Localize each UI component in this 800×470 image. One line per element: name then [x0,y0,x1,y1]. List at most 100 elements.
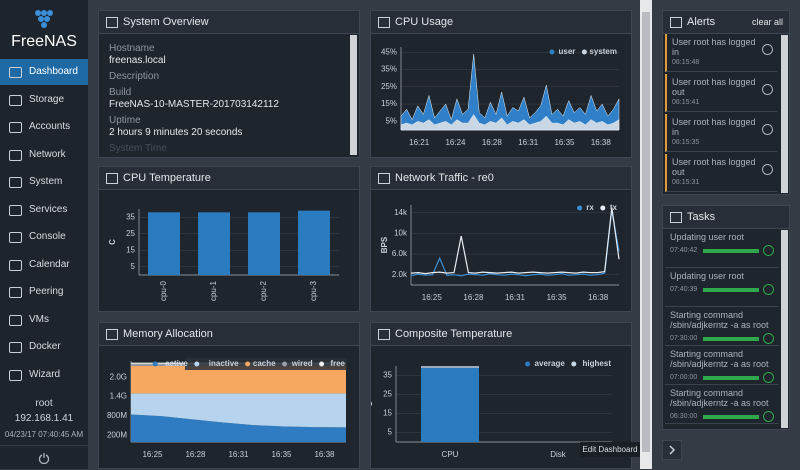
series-area [400,53,620,131]
task-time: 07:40:42 [670,247,698,254]
y-tick-label: 45% [381,47,397,56]
alert-message: User root has logged out [672,157,756,177]
task-row: 07:40:39 [670,284,779,295]
x-tick-label: 16:31 [505,293,526,302]
task-item: Starting command /sbin/adjkerntz -a as r… [665,307,779,346]
legend-label: rx [586,203,594,212]
alert-time: 06:15:35 [672,139,700,146]
x-tick-label: 16:28 [185,450,206,459]
dismiss-button[interactable] [762,164,773,175]
menu-item[interactable]: Peering [0,279,88,305]
user: root [35,398,53,409]
menu-item[interactable]: Dashboard [0,59,88,85]
legend-bg [185,358,347,370]
clear-all[interactable]: clear all [751,17,783,27]
y-tick-label: 35 [383,371,392,380]
progress-bar [703,336,760,341]
progress-bar [703,287,760,292]
dismiss-button[interactable] [762,44,773,55]
network-panel: Network Traffic - re0 2.0k 6.0k 10k 14k BPS 16… [370,166,632,312]
menu-item[interactable]: VMs [0,307,88,333]
x-tick-label: 16:31 [518,138,539,147]
legend-label: wired [291,359,313,368]
y-tick-label: 5% [385,116,397,125]
progress-bar [703,248,760,253]
scrollbar[interactable] [350,35,357,155]
y-tick-label: 2.0G [110,372,127,381]
menu-item[interactable]: System [0,169,88,195]
chart: 5% 15% 25% 35% 45% 16:21 16:24 16:28 16:31 16:35 1… [381,47,620,147]
progress-track [703,248,760,253]
menu-item[interactable]: Accounts [0,114,88,140]
field-value: freenas.local [109,55,166,66]
chevron [669,445,676,455]
menu-item[interactable]: Calendar [0,252,88,278]
panel-title: Tasks [663,206,789,229]
task-time: 07:40:39 [670,286,698,293]
x-tick-label: Disk [550,450,567,459]
x-tick-label: 16:35 [271,450,292,459]
legend-swatch [282,361,288,367]
alert-time: 06:15:31 [672,179,700,186]
x-tick-label: 16:35 [554,138,575,147]
alert-item: User root has logged out 06:15:41 [665,74,777,112]
y-tick-label: 35 [126,212,135,221]
panel-title: Composite Temperature [371,323,631,346]
x-tick-label: cpu-1 [209,280,218,301]
dismiss-button[interactable] [762,84,773,95]
alert-message: User root has logged in [672,117,756,137]
task-time: 07:30:00 [670,335,698,342]
panel-title: Alerts clear all [663,11,789,34]
field-value: 2 hours 9 minutes 20 seconds [109,127,243,138]
panel-title: Network Traffic - re0 [371,167,631,190]
x-tick-label: 16:24 [445,138,466,147]
page-scrollbar[interactable] [640,0,652,469]
legend-label: tx [610,203,618,212]
y-tick-label: 5 [131,262,136,271]
task-item: Starting command /sbin/adjkerntz -a as r… [665,346,779,385]
y-tick-label: 25 [126,229,135,238]
expand-button[interactable] [662,440,682,460]
x-tick-label: 16:38 [591,138,612,147]
progress-track [703,414,760,419]
bar [198,212,230,275]
x-tick-label: CPU [442,450,459,459]
series-area [131,365,346,394]
menu-item[interactable]: Console [0,224,88,250]
legend-swatch [600,205,606,211]
power-button[interactable] [0,445,88,470]
logo-icon [35,10,53,28]
scrollbar[interactable] [781,35,788,193]
task-row: 06:30:00 [670,411,779,422]
task-name: Updating user root [670,271,745,281]
y-tick-label: 2.0k [392,270,408,279]
x-tick-label: 16:31 [228,450,249,459]
alerts-panel: Alerts clear all User root has logged in 0… [662,10,790,195]
legend-swatch [319,361,325,367]
alerts-title: Alerts [687,16,716,28]
progress-bar [703,375,760,380]
y-tick-label: 14k [394,208,408,217]
alert-item: User root has logged in 06:15:48 [665,34,777,72]
menu-item[interactable]: Network [0,142,88,168]
system-overview-panel: System Overview Hostname freenas.local Desc… [98,10,360,158]
menu-item[interactable]: Wizard [0,362,88,388]
panel-title: CPU Usage [371,11,631,34]
x-tick-label: cpu-3 [309,280,318,301]
x-tick-label: 16:35 [547,293,568,302]
legend-swatch [571,361,577,367]
alert-time: 06:15:48 [672,59,700,66]
menu-item[interactable]: Services [0,197,88,223]
legend-swatch [152,361,158,367]
x-tick-label: cpu-2 [259,280,268,301]
dismiss-button[interactable] [762,124,773,135]
task-item: Updating user root 07:40:39 [665,268,779,307]
series-line [410,207,620,275]
y-axis-label: C [371,401,374,407]
menu-item[interactable]: Docker [0,334,88,360]
scrollbar[interactable] [781,230,788,428]
menu-item[interactable]: Storage [0,87,88,113]
task-row: 07:30:00 [670,333,779,344]
